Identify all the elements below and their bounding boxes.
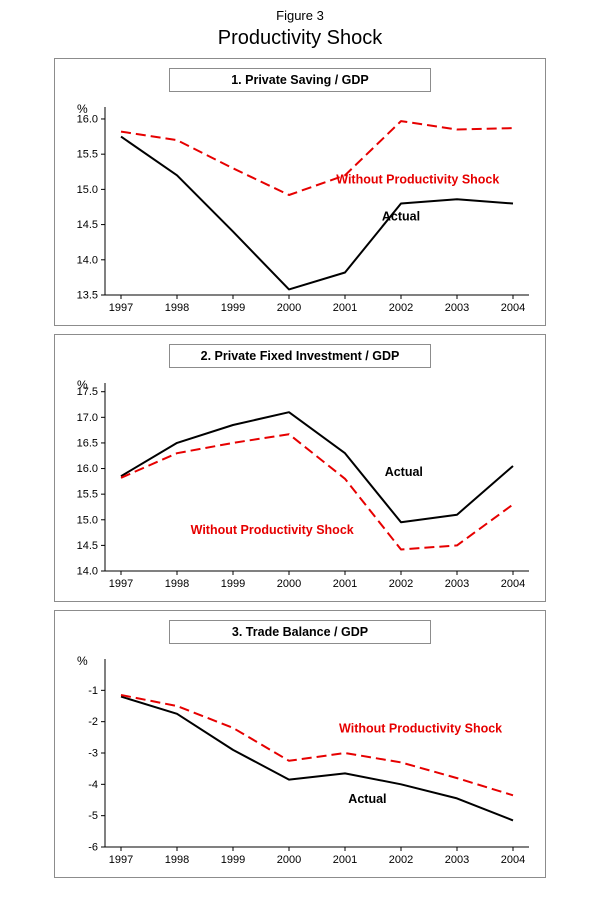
y-tick-label: -3 xyxy=(88,748,98,760)
series-annotation: Without Productivity Shock xyxy=(191,523,354,537)
y-axis-unit-label: % xyxy=(77,378,88,392)
x-tick-label: 1999 xyxy=(221,578,245,590)
x-tick-label: 1997 xyxy=(109,854,133,866)
chart-1-title: 1. Private Saving / GDP xyxy=(169,68,431,92)
x-tick-label: 2000 xyxy=(277,578,301,590)
y-tick-label: 16.0 xyxy=(77,113,98,125)
y-tick-label: 16.5 xyxy=(77,437,98,449)
chart-panel-trade-balance: 3. Trade Balance / GDP % -1 -2 -3 -4 -5 -6 1997… xyxy=(54,610,546,878)
x-tick-label: 2003 xyxy=(445,302,469,314)
chart-panel-private-saving: 1. Private Saving / GDP % 13.5 14.0 14.5 15.… xyxy=(54,58,546,326)
y-tick-label: 13.5 xyxy=(77,290,98,302)
y-tick-label: 15.5 xyxy=(77,149,98,161)
series-line xyxy=(120,695,514,822)
x-tick-label: 1998 xyxy=(165,854,189,866)
y-tick-label: 17.5 xyxy=(77,386,98,398)
chart-1-svg: % 13.5 14.0 14.5 15.0 15.5 16.0 1997 1998 1999 200… xyxy=(77,102,529,314)
y-axis-unit-label: % xyxy=(77,654,88,668)
y-tick-label: -2 xyxy=(88,716,98,728)
series-annotation: Actual xyxy=(382,209,420,223)
y-tick-label: -4 xyxy=(88,779,98,791)
x-tick-label: 1999 xyxy=(221,302,245,314)
x-tick-label: 2004 xyxy=(501,854,525,866)
y-tick-label: 14.0 xyxy=(77,254,98,266)
y-tick-label: 16.0 xyxy=(77,463,98,475)
figure-title: Productivity Shock xyxy=(217,27,383,49)
y-axis-unit-label: % xyxy=(77,102,88,116)
figure-label: Figure 3 xyxy=(276,8,324,23)
y-tick-label: 15.0 xyxy=(77,514,98,526)
y-tick-label: 17.0 xyxy=(77,412,98,424)
y-tick-label: 14.0 xyxy=(77,566,98,578)
x-tick-label: 2002 xyxy=(389,578,413,590)
y-tick-label: 15.5 xyxy=(77,489,98,501)
series-annotation: Without Productivity Shock xyxy=(339,722,502,736)
x-tick-label: 2001 xyxy=(333,854,357,866)
y-tick-label: -1 xyxy=(88,685,98,697)
series-line xyxy=(120,411,514,524)
y-tick-label: -6 xyxy=(88,842,98,854)
figure-header: Figure 3 Productivity Shock xyxy=(0,0,600,50)
x-tick-label: 1997 xyxy=(109,578,133,590)
series-annotation: Actual xyxy=(385,465,423,479)
series-line xyxy=(120,433,514,551)
chart-2-title: 2. Private Fixed Investment / GDP xyxy=(169,344,431,368)
x-tick-label: 2001 xyxy=(333,578,357,590)
x-tick-label: 2001 xyxy=(333,302,357,314)
x-tick-label: 2004 xyxy=(501,302,525,314)
x-tick-label: 2002 xyxy=(389,302,413,314)
x-tick-label: 2000 xyxy=(277,854,301,866)
x-tick-label: 2003 xyxy=(445,854,469,866)
chart-3-svg: % -1 -2 -3 -4 -5 -6 1997 1998 1999 2000 2001 2002 200… xyxy=(77,654,529,866)
y-tick-label: 14.5 xyxy=(77,540,98,552)
y-tick-label: -5 xyxy=(88,810,98,822)
x-tick-label: 2004 xyxy=(501,578,525,590)
series-line xyxy=(120,135,514,291)
series-line xyxy=(120,694,514,797)
x-tick-label: 2002 xyxy=(389,854,413,866)
chart-panel-private-fixed-investment: 2. Private Fixed Investment / GDP % 14.0 1… xyxy=(54,334,546,602)
y-tick-label: 15.0 xyxy=(77,184,98,196)
x-tick-label: 1997 xyxy=(109,302,133,314)
x-tick-label: 1999 xyxy=(221,854,245,866)
x-tick-label: 2003 xyxy=(445,578,469,590)
y-tick-label: 14.5 xyxy=(77,219,98,231)
chart-2-svg: % 14.0 14.5 15.0 15.5 16.0 16.5 17.0 17.5 1997 199… xyxy=(77,378,529,590)
x-tick-label: 1998 xyxy=(165,578,189,590)
chart-3-title: 3. Trade Balance / GDP xyxy=(169,620,431,644)
series-annotation: Without Productivity Shock xyxy=(336,173,499,187)
series-line xyxy=(120,120,514,196)
series-annotation: Actual xyxy=(348,792,386,806)
x-tick-label: 1998 xyxy=(165,302,189,314)
x-tick-label: 2000 xyxy=(277,302,301,314)
